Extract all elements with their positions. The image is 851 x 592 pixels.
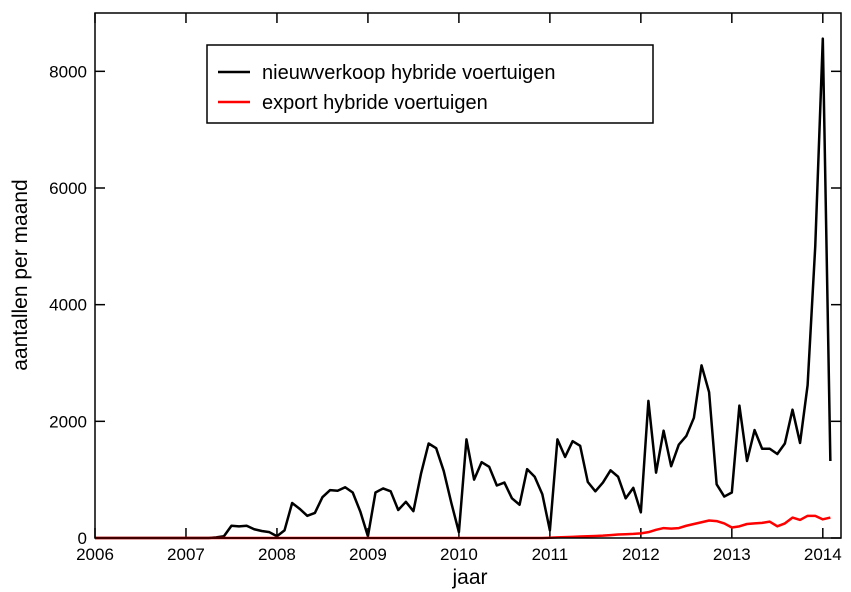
y-tick-label: 0	[78, 529, 87, 548]
plot-frame	[94, 12, 842, 539]
y-tick-label: 4000	[49, 296, 87, 315]
x-tick-label: 2012	[622, 545, 660, 564]
x-axis-label: jaar	[451, 566, 487, 589]
y-tick-label: 6000	[49, 179, 87, 198]
x-tick-label: 2011	[532, 545, 569, 564]
x-tick-label: 2006	[76, 545, 114, 564]
x-tick-label: 2010	[440, 545, 478, 564]
x-tick-label: 2009	[349, 545, 387, 564]
x-tick-label: 2007	[167, 545, 205, 564]
legend-label: export hybride voertuigen	[262, 92, 488, 114]
x-tick-label: 2008	[258, 545, 296, 564]
y-tick-label: 8000	[49, 62, 87, 81]
y-tick-label: 2000	[49, 412, 87, 431]
legend-box	[206, 44, 654, 124]
x-tick-label: 2014	[804, 545, 842, 564]
legend-label: nieuwverkoop hybride voertuigen	[262, 62, 556, 84]
x-tick-label: 2013	[713, 545, 751, 564]
data-line	[95, 514, 831, 540]
y-axis-label: aantallen per maand	[9, 179, 32, 370]
